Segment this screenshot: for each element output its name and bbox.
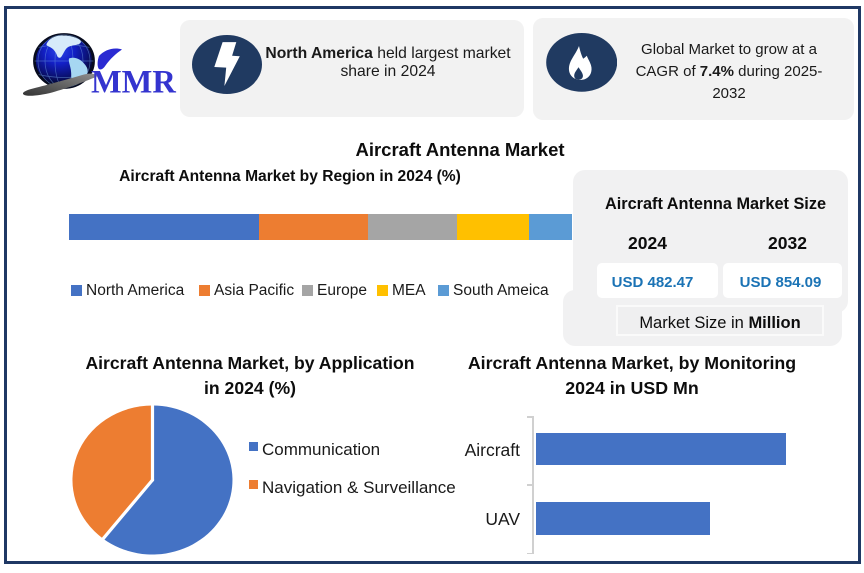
- svg-text:MMR: MMR: [91, 65, 176, 101]
